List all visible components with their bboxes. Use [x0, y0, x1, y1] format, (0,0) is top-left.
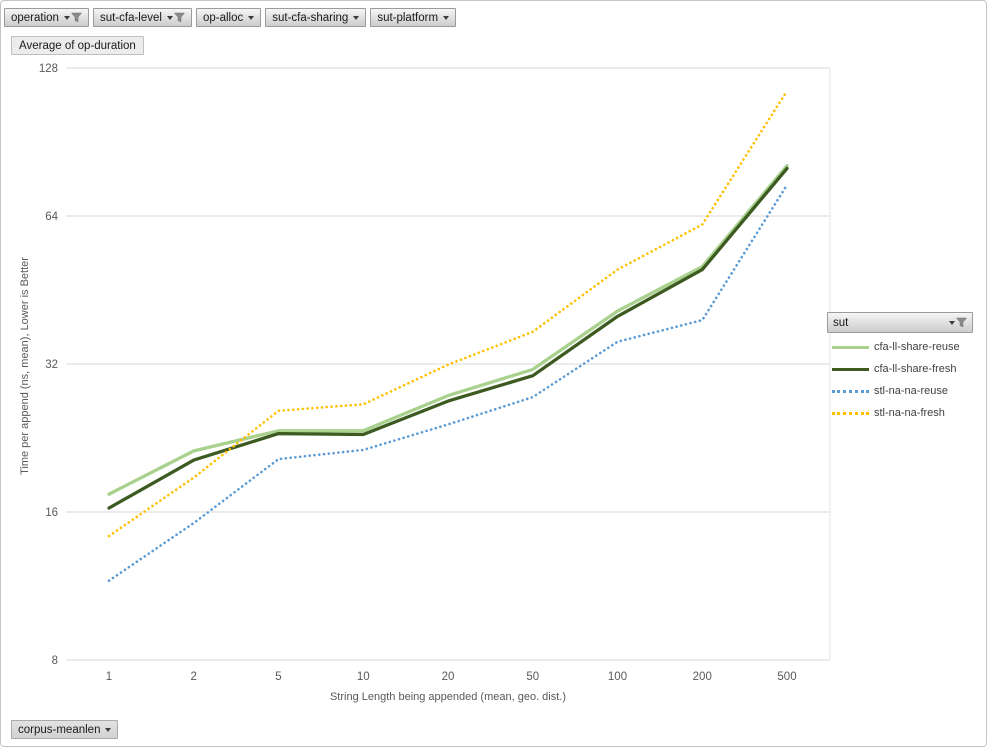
x-axis-title: String Length being appended (mean, geo.… — [329, 691, 567, 703]
legend: sut cfa-ll-share-reuse cfa-ll-share-fresh… — [827, 312, 973, 424]
series-line-cfa-ll-share-fresh — [107, 166, 789, 510]
legend-label: stl-na-na-fresh — [874, 407, 945, 419]
pivot-field-button-op-alloc[interactable]: op-alloc — [195, 8, 262, 27]
pivot-field-icons — [353, 15, 360, 20]
x-tick-label: 500 — [777, 671, 796, 683]
pivot-field-label: sut-cfa-sharing — [272, 11, 349, 24]
legend-line-swatch — [832, 345, 869, 349]
x-tick-label: 50 — [526, 671, 539, 683]
dropdown-arrow-icon — [949, 320, 955, 325]
legend-field-button-sut[interactable]: sut — [827, 312, 973, 333]
pivot-field-button-sut-platform[interactable]: sut-platform — [370, 8, 457, 27]
dropdown-arrow-icon — [105, 727, 112, 732]
value-field-button[interactable]: Average of op-duration — [11, 36, 144, 55]
legend-item-stl-na-na-fresh: stl-na-na-fresh — [827, 402, 963, 424]
dropdown-arrow-icon — [166, 15, 173, 20]
pivot-field-icons — [443, 15, 450, 20]
x-tick-label: 200 — [693, 671, 712, 683]
x-tick-label: 10 — [357, 671, 370, 683]
pivot-field-icons — [63, 12, 82, 23]
y-tick-label: 64 — [45, 211, 58, 223]
y-tick-label: 128 — [39, 63, 58, 75]
legend-label: stl-na-na-reuse — [874, 385, 948, 397]
pivot-field-label: sut-cfa-level — [99, 11, 162, 24]
filter-funnel-icon — [173, 12, 185, 23]
legend-line-swatch — [832, 367, 869, 371]
legend-field-icons — [949, 317, 967, 328]
legend-item-stl-na-na-reuse: stl-na-na-reuse — [827, 380, 963, 402]
y-axis-title: Time per append (ns, mean), Lower is Bet… — [19, 257, 31, 475]
pivot-field-label: operation — [11, 11, 59, 24]
x-tick-label: 5 — [275, 671, 281, 683]
dropdown-arrow-icon — [248, 15, 255, 20]
y-tick-label: 8 — [52, 655, 58, 667]
series-line-stl-na-na-fresh — [107, 89, 789, 538]
legend-field-label: sut — [833, 316, 849, 329]
pivot-field-label: sut-platform — [377, 11, 439, 24]
legend-item-list: cfa-ll-share-reuse cfa-ll-share-fresh stl-… — [827, 336, 963, 424]
x-tick-label: 20 — [442, 671, 455, 683]
axis-field-button-corpus-meanlen[interactable]: corpus-meanlen — [11, 720, 119, 739]
x-tick-label: 1 — [106, 671, 112, 683]
pivot-field-button-operation[interactable]: operation — [4, 8, 89, 27]
dropdown-arrow-icon — [353, 15, 360, 20]
y-tick-label: 16 — [45, 507, 58, 519]
filter-funnel-icon — [70, 12, 82, 23]
series-line-stl-na-na-reuse — [107, 183, 789, 583]
pivot-field-button-sut-cfa-sharing[interactable]: sut-cfa-sharing — [265, 8, 367, 27]
legend-item-cfa-ll-share-fresh: cfa-ll-share-fresh — [827, 358, 963, 380]
pivot-field-label: op-alloc — [202, 11, 244, 24]
filter-funnel-icon — [956, 317, 967, 328]
pivot-field-icons — [248, 15, 255, 20]
x-tick-label: 100 — [608, 671, 627, 683]
dropdown-arrow-icon — [63, 15, 70, 20]
series-line-cfa-ll-share-reuse — [107, 164, 789, 496]
legend-label: cfa-ll-share-reuse — [874, 341, 960, 353]
pivot-filter-button-row: operation sut-cfa-level op-alloc sut-cfa-sh… — [4, 8, 457, 27]
legend-label: cfa-ll-share-fresh — [874, 363, 957, 375]
x-tick-label: 2 — [191, 671, 197, 683]
value-field-label: Average of op-duration — [19, 39, 136, 52]
pivot-field-icons — [166, 12, 185, 23]
y-tick-label: 32 — [45, 359, 58, 371]
axis-field-label: corpus-meanlen — [18, 723, 101, 736]
legend-item-cfa-ll-share-reuse: cfa-ll-share-reuse — [827, 336, 963, 358]
dropdown-arrow-icon — [443, 15, 450, 20]
legend-line-swatch — [832, 411, 869, 415]
legend-line-swatch — [832, 389, 869, 393]
pivot-field-button-sut-cfa-level[interactable]: sut-cfa-level — [92, 8, 192, 27]
